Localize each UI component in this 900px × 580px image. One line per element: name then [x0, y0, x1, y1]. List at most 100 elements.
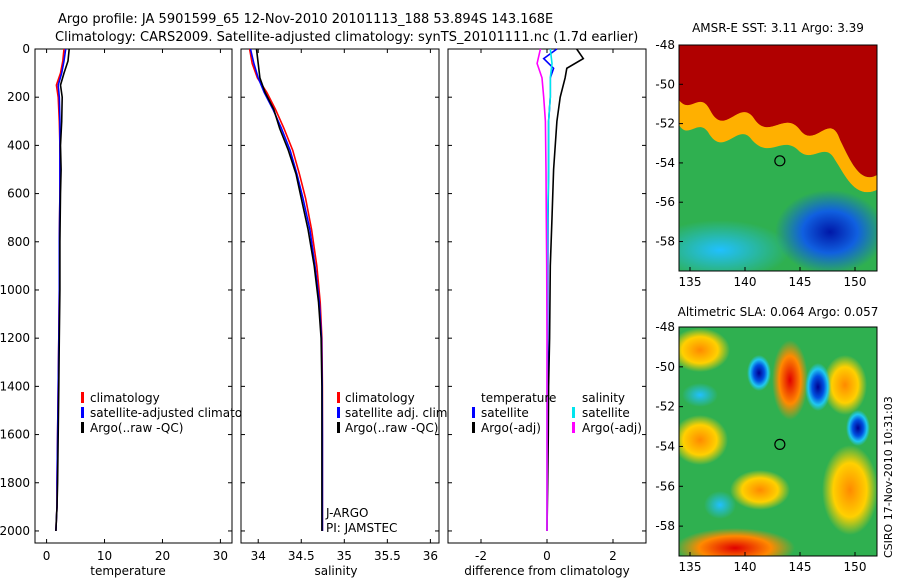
- series-line-temperature-argo-adj: [546, 48, 585, 532]
- y-tick-label: 1000: [0, 283, 30, 297]
- legend-label-temp-argo: Argo(-adj): [481, 421, 541, 435]
- map-x-tick-label: 140: [734, 560, 757, 574]
- salinity-lines: [248, 48, 324, 531]
- sla-anomaly-blob: [730, 470, 790, 510]
- legend-swatch-climatology: [337, 392, 340, 403]
- legend-swatch-satellite-adjusted: [81, 407, 84, 418]
- map-x-tick-label: 135: [679, 275, 702, 289]
- legend-swatch-satellite-adj: [337, 407, 340, 418]
- x-tick-label: 0: [43, 549, 51, 563]
- map-y-tick-label: -52: [655, 117, 675, 131]
- map-y-tick-label: -58: [655, 519, 675, 533]
- sst-cool-blob: [679, 220, 790, 271]
- map-y-tick-label: -54: [655, 156, 675, 170]
- temperature-legend: climatology satellite-adjusted climatolo…: [81, 391, 268, 435]
- y-tick-label: 2000: [0, 524, 30, 538]
- x-tick-label: 34: [251, 549, 266, 563]
- sla-argo-position-marker: [774, 438, 786, 450]
- map-x-tick-label: 150: [844, 560, 867, 574]
- y-tick-label: 0: [22, 42, 30, 56]
- sst-cold-blob: [775, 190, 877, 271]
- series-line-salinity-argo-adj: [536, 48, 548, 531]
- series-line-argo-raw-qc: [55, 48, 70, 532]
- map-x-tick-label: 145: [789, 560, 812, 574]
- float-pi-label: PI: JAMSTEC: [326, 521, 397, 535]
- sla-anomaly-blob: [823, 355, 867, 415]
- temperature-axes-frame: [34, 48, 233, 544]
- map-y-tick-label: -54: [655, 439, 675, 453]
- x-tick-label: 34.5: [288, 549, 315, 563]
- sla-eddy: [805, 363, 831, 411]
- map-y-tick-label: -56: [655, 195, 675, 209]
- legend-swatch-sal-satellite: [572, 407, 575, 418]
- map-y-tick-label: -52: [655, 400, 675, 414]
- map-y-tick-label: -58: [655, 235, 675, 249]
- temperature-panel: 0 10 20 30 0 200 400 600 800 1000 1200 1400 1600 1800…: [0, 42, 268, 578]
- x-tick-label: 20: [155, 549, 170, 563]
- sla-eddy: [682, 383, 718, 407]
- legend-label-argo: Argo(..raw -QC): [90, 421, 183, 435]
- legend-swatch-argo: [337, 422, 340, 433]
- sla-heatmap: [679, 327, 877, 556]
- legend-label-sal-argo: Argo(-adj): [582, 421, 642, 435]
- series-line-argo-raw-qc: [255, 48, 323, 531]
- difference-lines: [536, 48, 585, 532]
- sst-front-warm: [679, 45, 877, 178]
- x-tick-label: 30: [213, 549, 228, 563]
- map-x-tick-label: 135: [679, 560, 702, 574]
- x-tick-label: 10: [97, 549, 112, 563]
- sst-heatmap: [679, 45, 877, 271]
- legend-title-temperature: temperature: [481, 391, 556, 405]
- map-x-tick-label: 140: [734, 275, 757, 289]
- map-x-tick-label: 150: [844, 275, 867, 289]
- figure-title-line2: Climatology: CARS2009. Satellite-adjuste…: [55, 30, 638, 45]
- sla-anomaly-blob: [679, 415, 728, 465]
- y-tick-label: 1400: [0, 379, 30, 393]
- y-tick-label: 1200: [0, 331, 30, 345]
- sst-map-ticks: 135 140 145 150 -48 -50 -52 -54 -56 -58: [655, 38, 866, 289]
- sst-argo-position-marker: [774, 155, 786, 167]
- side-timestamp-label: CSIRO 17-Nov-2010 10:31:03: [882, 396, 895, 558]
- y-tick-label: 600: [7, 187, 30, 201]
- sla-eddy: [747, 355, 771, 391]
- sla-map-title: Altimetric SLA: 0.064 Argo: 0.057: [678, 305, 879, 319]
- sla-map-panel: Altimetric SLA: 0.064 Argo: 0.057 135 140…: [655, 305, 878, 574]
- x-tick-label: 0: [543, 549, 551, 563]
- legend-swatch-temp-argo: [472, 422, 475, 433]
- legend-label-sal-satellite: satellite: [582, 406, 630, 420]
- legend-label-climatology: climatology: [90, 391, 160, 405]
- float-program-label: J-ARGO: [325, 506, 368, 520]
- sla-anomaly-blob: [772, 340, 808, 420]
- sla-anomaly-blob: [822, 445, 877, 535]
- sla-anomaly-blob: [679, 528, 795, 556]
- salinity-legend: climatology satellite adj. clim. Argo(..…: [337, 391, 451, 435]
- legend-title-salinity: salinity: [582, 391, 625, 405]
- y-tick-label: 200: [7, 90, 30, 104]
- difference-ticks: -2 0 2: [448, 48, 646, 563]
- map-y-tick-label: -50: [655, 360, 675, 374]
- temperature-ticks: 0 10 20 30 0 200 400 600 800 1000 1200 1400 1600 1800…: [0, 42, 232, 563]
- legend-swatch-climatology: [81, 392, 84, 403]
- legend-label-temp-satellite: satellite: [481, 406, 529, 420]
- map-y-tick-label: -50: [655, 77, 675, 91]
- sla-eddy: [846, 410, 870, 446]
- y-tick-label: 400: [7, 138, 30, 152]
- x-tick-label: -2: [475, 549, 487, 563]
- map-y-tick-label: -56: [655, 479, 675, 493]
- difference-xlabel: difference from climatology: [464, 564, 630, 578]
- salinity-panel: 34 34.5 35 35.5 36 salinity climatology sate…: [240, 48, 451, 578]
- x-tick-label: 36: [423, 549, 438, 563]
- sst-map-panel: AMSR-E SST: 3.11 Argo: 3.39 135 140 145 150…: [655, 21, 878, 289]
- figure-title-line1: Argo profile: JA 5901599_65 12-Nov-2010 …: [58, 12, 553, 27]
- salinity-xlabel: salinity: [314, 564, 357, 578]
- difference-panel: -2 0 2 difference from climatology tempera…: [447, 48, 647, 578]
- x-tick-label: 35.5: [374, 549, 401, 563]
- y-tick-label: 1800: [0, 476, 30, 490]
- legend-swatch-sal-argo: [572, 422, 575, 433]
- difference-legend: temperature satellite Argo(-adj) salinit…: [472, 391, 642, 435]
- y-tick-label: 800: [7, 235, 30, 249]
- map-x-tick-label: 145: [789, 275, 812, 289]
- salinity-axes-frame: [240, 48, 440, 544]
- legend-label-argo: Argo(..raw -QC): [345, 421, 438, 435]
- legend-label-climatology: climatology: [345, 391, 415, 405]
